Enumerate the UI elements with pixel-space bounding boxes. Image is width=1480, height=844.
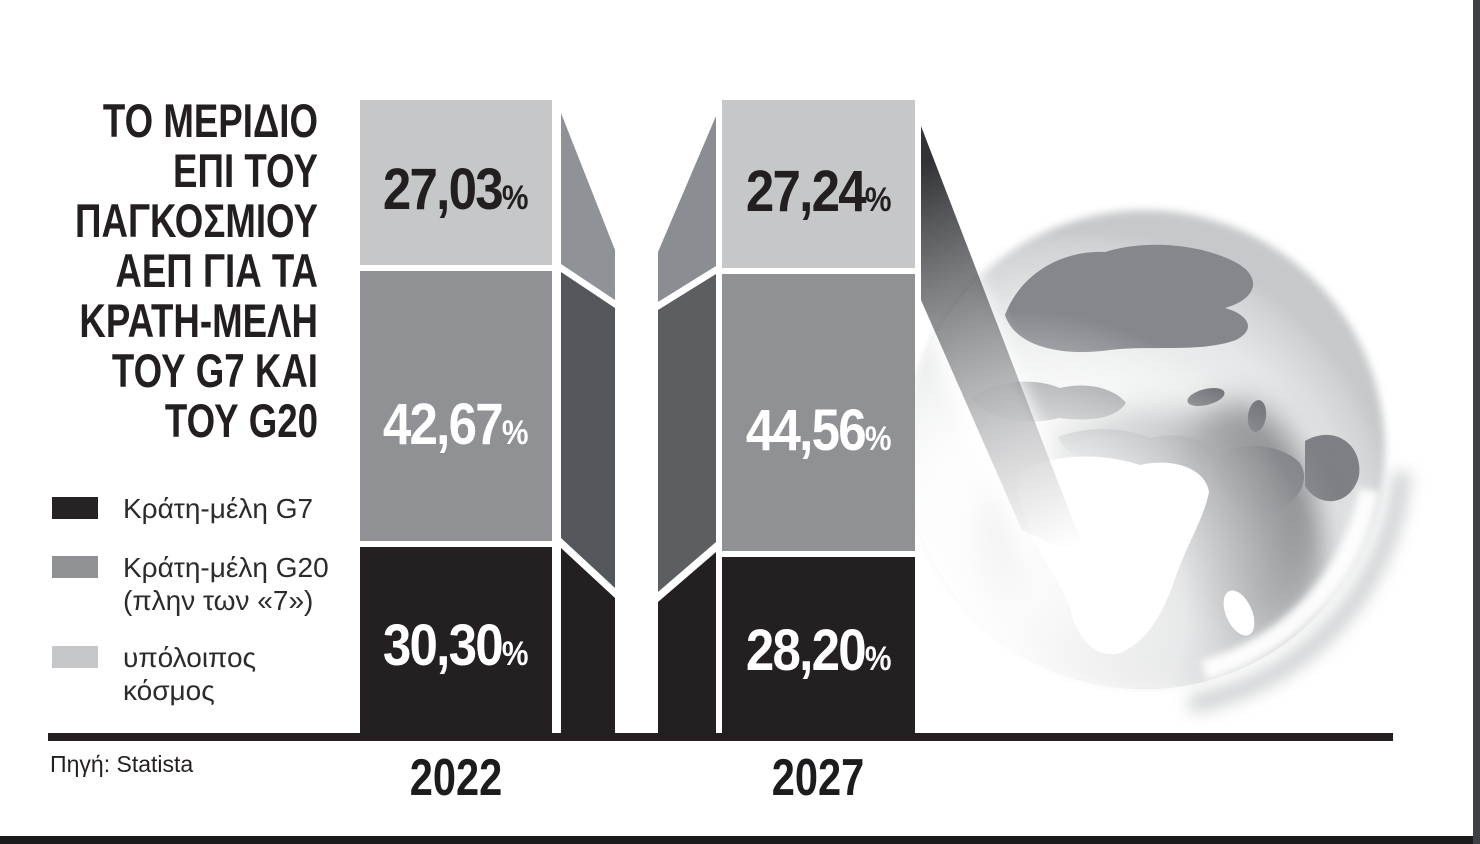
continent-mediterranean — [1058, 429, 1216, 468]
continent-africa — [1016, 456, 1209, 655]
continent-europe-west — [970, 381, 1126, 422]
source-label: Πηγή: Statista — [50, 751, 194, 777]
island-madagascar — [1223, 590, 1255, 636]
title-line: ΠΑΓΚΟΣΜΙΟΥ — [75, 194, 319, 247]
title-line: ΕΠΙ ΤΟΥ — [173, 144, 318, 197]
continent-arabia — [1215, 445, 1305, 514]
segment-2027-g7: 28,20% — [722, 557, 915, 733]
shadow-beam — [921, 126, 1088, 560]
side-2027-rest — [658, 116, 716, 302]
value-label: 28,20% — [745, 617, 892, 683]
crescent-shadow — [1188, 471, 1411, 713]
title-line: ΤΟΥ G20 — [164, 394, 318, 447]
chart-title: ΤΟ ΜΕΡΙΔΙΟ ΕΠΙ ΤΟΥ ΠΑΓΚΟΣΜΙΟΥ ΑΕΠ ΓΙΑ ΤΑ… — [0, 96, 318, 446]
legend-item-g7: Κράτη-μέλη G7 — [52, 492, 313, 525]
ocean-shadow — [978, 413, 1322, 689]
legend-label: Κράτη-μέλη G7 — [123, 493, 314, 524]
continent-asia-india — [1305, 434, 1360, 502]
crescent-highlight — [1201, 488, 1379, 680]
side-2027-g7 — [658, 552, 716, 733]
segment-2027-g20: 44,56% — [722, 274, 915, 551]
value-label: 27,24% — [745, 158, 892, 224]
segment-divider — [360, 265, 552, 271]
bar-2022: 27,03% 42,67% 30,30% — [360, 100, 552, 733]
legend-swatch-g20 — [52, 556, 98, 578]
side-2022-rest — [561, 113, 615, 300]
segment-divider — [722, 268, 915, 274]
segment-divider — [722, 551, 915, 557]
title-line: ΤΟΥ G7 ΚΑΙ — [111, 344, 318, 397]
year-label-2027: 2027 — [771, 749, 865, 807]
sea-caspian — [1247, 400, 1267, 432]
side-2022-g7 — [561, 548, 615, 733]
legend-swatch-g7 — [52, 497, 98, 519]
axis-baseline — [48, 733, 1393, 741]
sea-blacksea — [1187, 387, 1225, 407]
year-label-2022: 2022 — [409, 749, 503, 807]
title-line: ΑΕΠ ΓΙΑ ΤΑ — [115, 244, 318, 297]
light-streak — [921, 211, 1130, 657]
continent-europe-north — [1005, 244, 1254, 353]
legend-item-rest-of-world: υπόλοιπος κόσμος — [52, 641, 256, 707]
title-line: ΤΟ ΜΕΡΙΔΙΟ — [102, 94, 318, 147]
segment-2022-g7: 30,30% — [360, 547, 552, 733]
side-panel-2027 — [658, 116, 716, 733]
side-2022-g20 — [561, 272, 615, 588]
value-label: 27,03% — [383, 157, 529, 222]
segment-2022-g20: 42,67% — [360, 271, 552, 541]
side-2027-g20 — [658, 274, 716, 592]
title-line: ΚΡΑΤΗ-ΜΕΛΗ — [79, 294, 319, 347]
segment-2022-rest-of-world: 27,03% — [360, 100, 552, 265]
legend-label: (πλην των «7») — [123, 585, 314, 616]
legend-label: Κράτη-μέλη G20 — [123, 552, 329, 583]
segment-2027-rest-of-world: 27,24% — [722, 100, 915, 268]
ocean-shadow-east — [1166, 403, 1310, 627]
segment-divider — [360, 541, 552, 547]
bottom-rule — [0, 836, 1480, 844]
side-panel-2022 — [561, 113, 615, 733]
legend-label: κόσμος — [123, 675, 215, 706]
right-edge-strip — [1473, 0, 1480, 844]
legend-item-g20: Κράτη-μέλη G20 (πλην των «7») — [52, 551, 329, 617]
legend-swatch-rest-of-world — [52, 646, 98, 668]
value-label: 30,30% — [383, 612, 529, 678]
bar-2027: 27,24% 44,56% 28,20% — [722, 100, 915, 733]
value-label: 44,56% — [745, 398, 892, 463]
legend-label: υπόλοιπος — [123, 642, 257, 673]
value-label: 42,67% — [383, 391, 529, 457]
